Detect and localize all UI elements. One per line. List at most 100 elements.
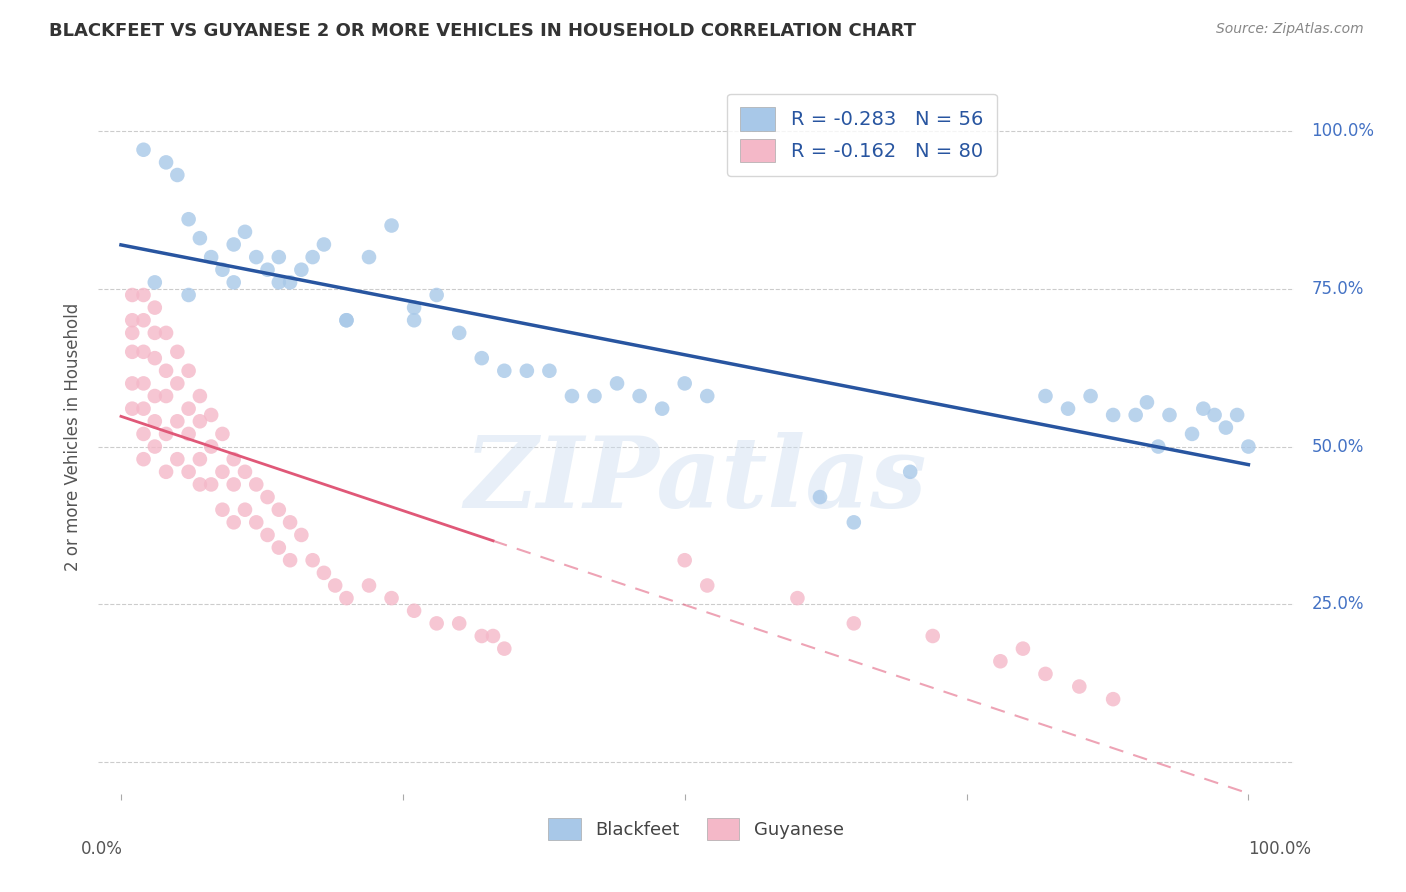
Point — [335, 313, 357, 327]
Point — [1080, 389, 1102, 403]
Point — [132, 288, 155, 302]
Point — [121, 376, 143, 391]
Point — [404, 313, 426, 327]
Point — [222, 477, 245, 491]
Point — [143, 276, 166, 290]
Point — [188, 452, 211, 467]
Point — [222, 276, 245, 290]
Point — [538, 364, 561, 378]
Point — [211, 262, 233, 277]
Point — [143, 414, 166, 428]
Point — [1125, 408, 1147, 422]
Point — [583, 389, 606, 403]
Point — [143, 389, 166, 403]
Point — [132, 452, 155, 467]
Point — [155, 389, 177, 403]
Point — [404, 604, 426, 618]
Point — [143, 440, 166, 454]
Point — [449, 616, 471, 631]
Point — [267, 250, 290, 264]
Point — [245, 516, 267, 530]
Point — [673, 553, 696, 567]
Point — [177, 426, 200, 441]
Point — [335, 313, 357, 327]
Point — [278, 553, 301, 567]
Point — [561, 389, 583, 403]
Point — [426, 616, 449, 631]
Point — [1035, 666, 1057, 681]
Point — [290, 262, 312, 277]
Point — [312, 237, 335, 252]
Point — [245, 250, 267, 264]
Point — [449, 326, 471, 340]
Point — [278, 276, 301, 290]
Point — [921, 629, 943, 643]
Point — [166, 452, 188, 467]
Point — [357, 578, 380, 592]
Point — [278, 516, 301, 530]
Point — [471, 629, 494, 643]
Point — [155, 426, 177, 441]
Text: 100.0%: 100.0% — [1249, 840, 1312, 858]
Point — [1102, 692, 1125, 706]
Point — [143, 326, 166, 340]
Point — [380, 219, 402, 233]
Point — [121, 313, 143, 327]
Point — [808, 490, 831, 504]
Point — [132, 313, 155, 327]
Point — [516, 364, 538, 378]
Text: 75.0%: 75.0% — [1312, 280, 1364, 298]
Point — [301, 553, 323, 567]
Point — [121, 344, 143, 359]
Point — [1136, 395, 1159, 409]
Text: 100.0%: 100.0% — [1312, 122, 1375, 140]
Text: ZIPatlas: ZIPatlas — [465, 432, 927, 528]
Point — [132, 143, 155, 157]
Point — [786, 591, 808, 606]
Point — [222, 452, 245, 467]
Point — [177, 364, 200, 378]
Point — [245, 477, 267, 491]
Point — [1069, 680, 1091, 694]
Point — [256, 490, 278, 504]
Point — [696, 389, 718, 403]
Point — [1102, 408, 1125, 422]
Text: Source: ZipAtlas.com: Source: ZipAtlas.com — [1216, 22, 1364, 37]
Point — [482, 629, 505, 643]
Point — [256, 528, 278, 542]
Point — [155, 465, 177, 479]
Point — [155, 326, 177, 340]
Point — [143, 301, 166, 315]
Point — [267, 541, 290, 555]
Point — [211, 426, 233, 441]
Text: 50.0%: 50.0% — [1312, 438, 1364, 456]
Point — [1192, 401, 1215, 416]
Point — [177, 465, 200, 479]
Point — [1181, 426, 1204, 441]
Point — [1204, 408, 1226, 422]
Legend: Blackfeet, Guyanese: Blackfeet, Guyanese — [536, 805, 856, 853]
Point — [177, 212, 200, 227]
Point — [233, 225, 256, 239]
Point — [673, 376, 696, 391]
Point — [132, 426, 155, 441]
Point — [143, 351, 166, 366]
Point — [222, 237, 245, 252]
Point — [1215, 420, 1237, 434]
Point — [121, 326, 143, 340]
Point — [233, 502, 256, 516]
Y-axis label: 2 or more Vehicles in Household: 2 or more Vehicles in Household — [65, 303, 83, 571]
Point — [606, 376, 628, 391]
Point — [323, 578, 346, 592]
Point — [188, 231, 211, 245]
Point — [628, 389, 651, 403]
Text: BLACKFEET VS GUYANESE 2 OR MORE VEHICLES IN HOUSEHOLD CORRELATION CHART: BLACKFEET VS GUYANESE 2 OR MORE VEHICLES… — [49, 22, 917, 40]
Point — [211, 502, 233, 516]
Point — [222, 516, 245, 530]
Point — [290, 528, 312, 542]
Point — [1057, 401, 1080, 416]
Point — [357, 250, 380, 264]
Point — [898, 465, 921, 479]
Point — [155, 155, 177, 169]
Point — [211, 465, 233, 479]
